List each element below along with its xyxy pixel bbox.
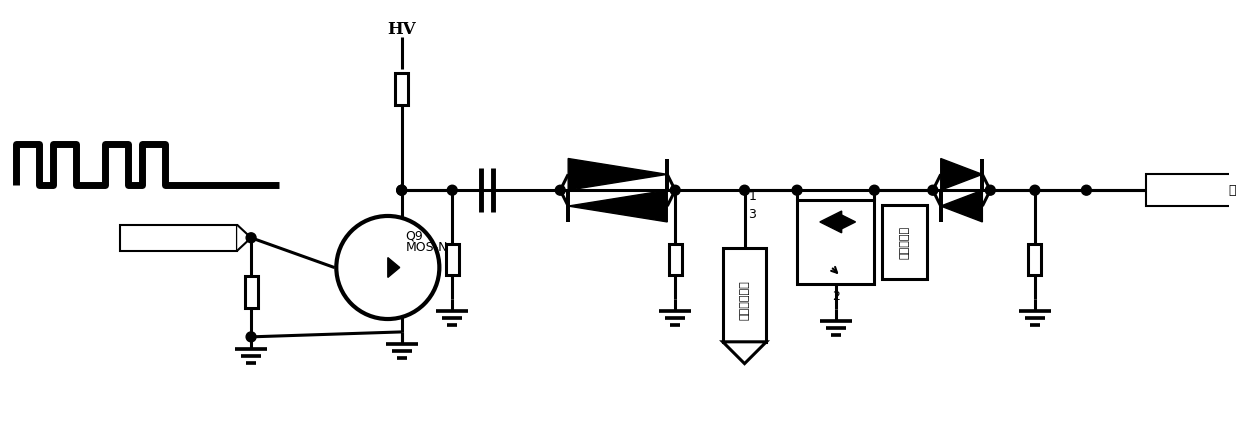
Bar	[244, 276, 258, 308]
Circle shape	[247, 233, 256, 243]
Text: 发射控制信号: 发射控制信号	[156, 231, 201, 244]
Polygon shape	[569, 190, 668, 222]
Text: 2: 2	[831, 290, 840, 303]
Circle shape	[396, 185, 406, 195]
Circle shape	[870, 185, 880, 195]
Bar	[446, 244, 458, 276]
Circle shape	[670, 185, 680, 195]
Circle shape	[555, 185, 565, 195]
Circle shape	[740, 185, 750, 195]
Circle shape	[396, 185, 406, 195]
Circle shape	[336, 216, 440, 319]
Text: MOS-N: MOS-N	[405, 241, 449, 254]
Bar	[722, 248, 767, 342]
Circle shape	[447, 185, 457, 195]
FancyBboxPatch shape	[1146, 174, 1239, 206]
Text: 1: 1	[748, 190, 756, 203]
Bar	[395, 73, 408, 105]
Bar	[797, 200, 875, 284]
Polygon shape	[569, 158, 668, 190]
Polygon shape	[237, 225, 252, 250]
Circle shape	[247, 332, 256, 342]
Polygon shape	[840, 214, 855, 230]
Text: 3: 3	[748, 208, 756, 221]
Polygon shape	[388, 258, 400, 277]
Circle shape	[928, 185, 938, 195]
Circle shape	[985, 185, 995, 195]
FancyBboxPatch shape	[120, 225, 237, 250]
Bar	[882, 205, 927, 279]
Text: 短路控制信号: 短路控制信号	[740, 280, 750, 320]
Polygon shape	[820, 211, 841, 233]
Bar	[1028, 244, 1041, 276]
Circle shape	[1082, 185, 1092, 195]
Circle shape	[1030, 185, 1040, 195]
Text: HV: HV	[388, 21, 416, 38]
Text: Q9: Q9	[405, 229, 424, 242]
Polygon shape	[940, 158, 983, 190]
Bar	[669, 244, 681, 276]
Text: 输出到发射探头: 输出到发射探头	[1184, 184, 1237, 197]
Polygon shape	[722, 342, 767, 364]
Text: 短路控制器: 短路控制器	[900, 226, 909, 259]
Polygon shape	[940, 190, 983, 222]
Circle shape	[792, 185, 802, 195]
